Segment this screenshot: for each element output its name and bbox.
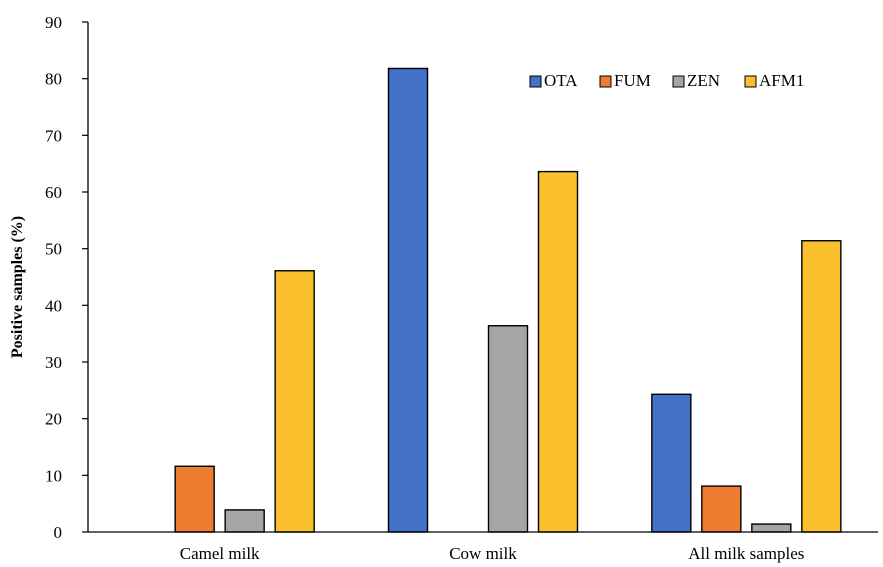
x-axis-categories: Camel milk Cow milk All milk samples — [180, 544, 805, 563]
bar-zen-3 — [751, 523, 792, 533]
bar-ota-3 — [651, 393, 692, 533]
bar-afm1-1 — [274, 270, 315, 533]
y-tick-label: 40 — [45, 296, 62, 315]
y-tick-label: 90 — [45, 13, 62, 32]
bar-fum-3 — [701, 485, 742, 533]
legend-swatch-ota — [529, 75, 542, 88]
y-tick-label: 50 — [45, 240, 62, 259]
y-tick-label: 10 — [45, 466, 62, 485]
bars-group — [174, 67, 842, 533]
y-tick-label: 70 — [45, 126, 62, 145]
x-category-label: Cow milk — [449, 544, 517, 563]
legend-label-fum: FUM — [614, 71, 651, 90]
bar-afm1-2 — [537, 170, 579, 533]
bar-zen-1 — [224, 509, 265, 533]
legend-swatch-afm1 — [744, 75, 757, 88]
legend: OTA FUM ZEN AFM1 — [529, 71, 804, 90]
y-axis-title: Positive samples (%) — [9, 216, 26, 358]
legend-label-zen: ZEN — [687, 71, 720, 90]
legend-swatch-zen — [672, 75, 685, 88]
x-category-label: Camel milk — [180, 544, 260, 563]
bar-afm1-3 — [801, 240, 842, 533]
legend-label-afm1: AFM1 — [759, 71, 804, 90]
legend-label-ota: OTA — [544, 71, 578, 90]
y-tick-label: 60 — [45, 183, 62, 202]
y-tick-label: 80 — [45, 70, 62, 89]
bar-fum-1 — [174, 465, 215, 533]
y-tick-label: 30 — [45, 353, 62, 372]
bar-ota-2 — [387, 67, 429, 533]
y-axis-ticks: 0 10 20 30 40 50 60 70 80 90 — [45, 13, 88, 542]
y-tick-label: 0 — [54, 523, 63, 542]
y-tick-label: 20 — [45, 410, 62, 429]
bar-zen-2 — [487, 325, 529, 533]
legend-swatch-fum — [599, 75, 612, 88]
x-category-label: All milk samples — [688, 544, 804, 563]
